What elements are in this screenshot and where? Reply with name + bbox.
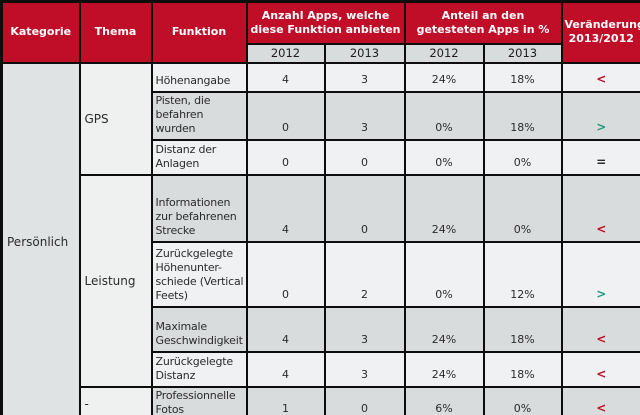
anzahl-2013-cell: 3 [323,61,406,93]
funktion-cell: Zurückgelegte Höhenunter- schiede (Verti… [150,240,248,308]
year-header-anteil-2012: 2012 [403,42,485,64]
anteil-2012-cell: 0% [403,240,485,308]
anteil-2013-cell: 0% [482,173,563,243]
year-header-anzahl-2013: 2013 [323,42,406,64]
anteil-2013-cell: 18% [482,61,563,93]
trend-decrease-indicator: < [560,385,640,415]
anteil-2012-cell: 24% [403,173,485,243]
anteil-2013-cell: 0% [482,138,563,176]
funktion-cell: Maximale Geschwindigkeit [150,305,248,353]
anteil-2013-cell: 18% [482,305,563,353]
anzahl-2012-cell: 1 [245,385,326,415]
col-group-anteil-apps: Anteil an den getesteten Apps in % [403,0,563,45]
anzahl-2012-cell: 0 [245,138,326,176]
funktion-cell: Distanz der Anlagen [150,138,248,176]
anteil-2013-cell: 12% [482,240,563,308]
anteil-2013-cell: 18% [482,350,563,388]
anteil-2012-cell: 24% [403,350,485,388]
anteil-2012-cell: 24% [403,61,485,93]
table-row: Pisten, die befahren wurden 0 3 0% 18% > [2,90,640,141]
thema-cell-none: - [78,385,153,415]
col-header-thema: Thema [78,0,153,64]
col-header-veraenderung: Veränderung 2013/2012 [560,0,640,64]
funktion-cell: Zurückgelegte Distanz [150,350,248,388]
table-row: Maximale Geschwindigkeit 4 3 24% 18% < [2,305,640,353]
col-header-kategorie: Kategorie [0,0,81,64]
funktion-cell: Pisten, die befahren wurden [150,90,248,141]
anteil-2013-cell: 18% [482,90,563,141]
anteil-2012-cell: 6% [403,385,485,415]
year-header-anteil-2013: 2013 [482,42,563,64]
header-row-main: Kategorie Thema Funktion Anzahl Apps, we… [0,0,640,64]
thema-cell-gps: GPS [78,61,153,176]
anzahl-2012-cell: 4 [245,61,326,93]
trend-increase-indicator: > [560,240,640,308]
table-row: Zurückgelegte Höhenunter- schiede (Verti… [2,240,640,308]
funktion-cell: Informationen zur befahrenen Strecke [150,173,248,243]
header-row-years: 2012 2013 2012 2013 [2,42,640,64]
trend-decrease-indicator: < [560,350,640,388]
year-header-anzahl-2012: 2012 [245,42,326,64]
col-header-funktion: Funktion [150,0,248,64]
table-row: - Professionnelle Fotos 1 0 6% 0% < [2,385,640,415]
funktion-cell: Professionnelle Fotos [150,385,248,415]
anzahl-2012-cell: 4 [245,173,326,243]
anzahl-2013-cell: 3 [323,305,406,353]
trend-decrease-indicator: < [560,173,640,243]
kategorie-cell-persoenlich: Persönlich [0,61,81,415]
anzahl-2013-cell: 0 [323,173,406,243]
anzahl-2012-cell: 4 [245,350,326,388]
table-row: Persönlich GPS Höhenangabe 4 3 24% 18% < [0,61,640,415]
anzahl-2013-cell: 0 [323,385,406,415]
trend-decrease-indicator: < [560,61,640,93]
table-row: Leistung Informationen zur befahrenen St… [2,173,640,388]
col-group-anzahl-apps: Anzahl Apps, welche diese Funktion anbie… [245,0,406,45]
anzahl-2013-cell: 3 [323,90,406,141]
table-row: Distanz der Anlagen 0 0 0% 0% = [2,138,640,176]
anzahl-2013-cell: 0 [323,138,406,176]
anzahl-2012-cell: 0 [245,90,326,141]
anzahl-2012-cell: 4 [245,305,326,353]
trend-decrease-indicator: < [560,305,640,353]
anzahl-2012-cell: 0 [245,240,326,308]
anteil-2012-cell: 0% [403,90,485,141]
trend-increase-indicator: > [560,90,640,141]
thema-cell-leistung: Leistung [78,173,153,388]
funktion-cell: Höhenangabe [150,61,248,93]
trend-equal-indicator: = [560,138,640,176]
anzahl-2013-cell: 3 [323,350,406,388]
anteil-2012-cell: 24% [403,305,485,353]
table-row: Zurückgelegte Distanz 4 3 24% 18% < [2,350,640,388]
anteil-2012-cell: 0% [403,138,485,176]
anteil-2013-cell: 0% [482,385,563,415]
anzahl-2013-cell: 2 [323,240,406,308]
